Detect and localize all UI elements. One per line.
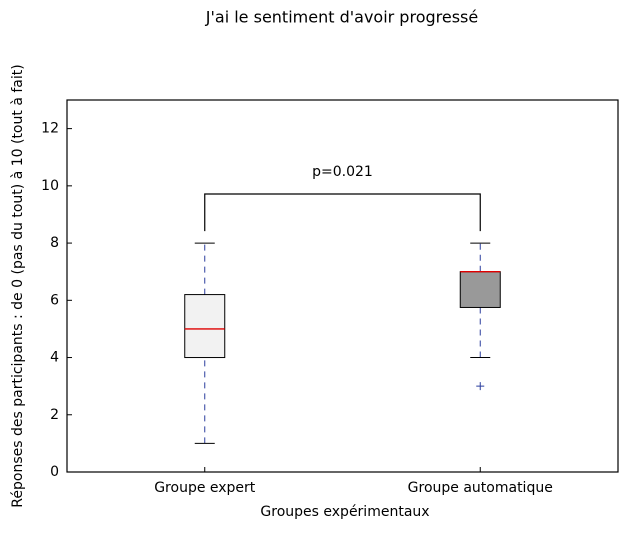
x-tick-label: Groupe automatique: [408, 480, 553, 496]
y-tick-label: 6: [50, 292, 59, 308]
y-tick-label: 4: [50, 350, 59, 366]
plot-frame: [66, 99, 619, 473]
box: [184, 294, 226, 359]
outlier: [476, 382, 485, 391]
x-tick-label: Groupe expert: [154, 480, 256, 496]
y-axis-label: Réponses des participants : de 0 (pas du…: [10, 64, 26, 507]
annotation: p=0.021: [312, 164, 373, 180]
y-tick-label: 2: [50, 407, 59, 423]
y-tick-label: 10: [41, 178, 59, 194]
chart-title: J'ai le sentiment d'avoir progressé: [205, 8, 478, 27]
box: [459, 271, 501, 308]
x-axis-label: Groupes expérimentaux: [260, 504, 429, 520]
y-tick-label: 12: [41, 121, 59, 137]
y-tick-label: 8: [50, 235, 59, 251]
significance-bracket: [204, 193, 481, 232]
y-tick-label: 0: [50, 464, 59, 480]
